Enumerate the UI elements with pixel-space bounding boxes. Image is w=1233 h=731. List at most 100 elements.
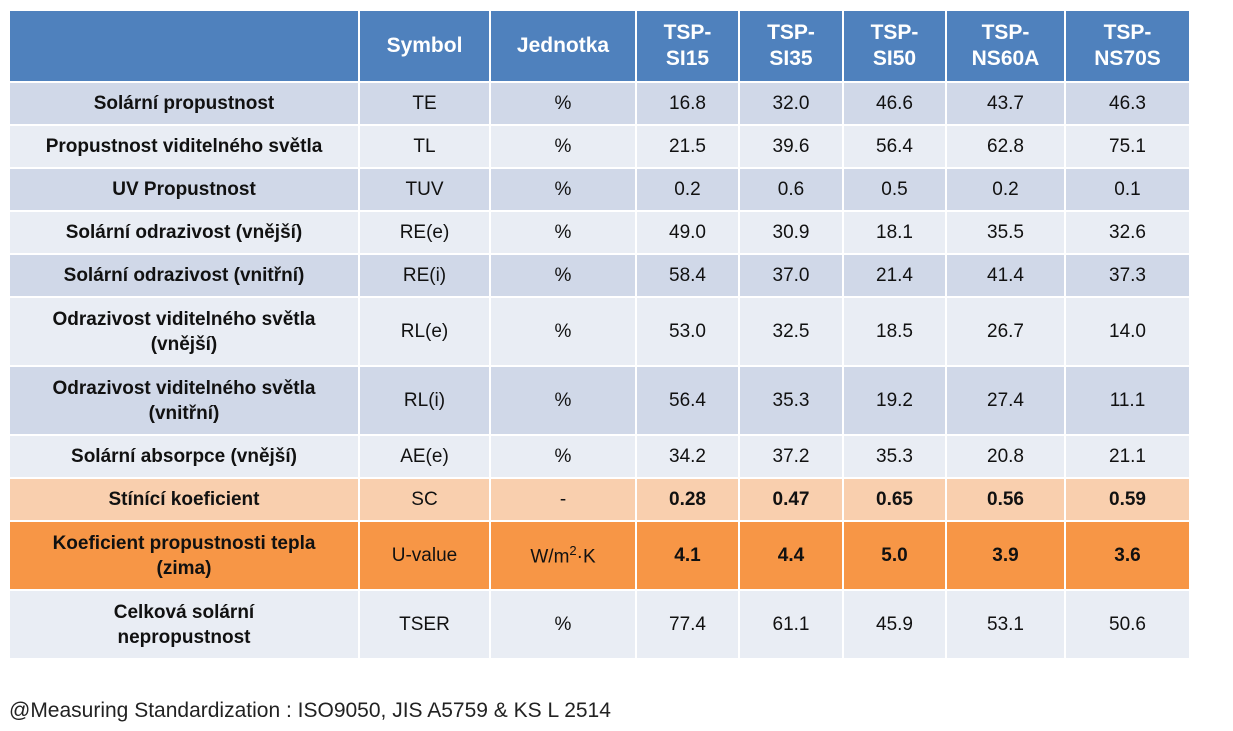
value-cell: 41.4 [947, 255, 1064, 296]
value-cell: 43.7 [947, 83, 1064, 124]
row-unit: W/m2·K [491, 522, 635, 589]
value-cell: 35.3 [740, 367, 842, 434]
value-cell: 34.2 [637, 436, 738, 477]
value-cell: 0.65 [844, 479, 945, 520]
row-unit: % [491, 126, 635, 167]
value-cell: 14.0 [1066, 298, 1189, 365]
value-cell: 0.28 [637, 479, 738, 520]
table-row: UV Propustnost TUV % 0.2 0.6 0.5 0.2 0.1 [10, 169, 1189, 210]
row-label: UV Propustnost [10, 169, 358, 210]
row-unit: - [491, 479, 635, 520]
value-cell: 35.5 [947, 212, 1064, 253]
table-row: Solární propustnost TE % 16.8 32.0 46.6 … [10, 83, 1189, 124]
header-tsp-si50: TSP- SI50 [844, 11, 945, 81]
value-cell: 49.0 [637, 212, 738, 253]
value-cell: 4.4 [740, 522, 842, 589]
row-label: Solární propustnost [10, 83, 358, 124]
header-empty [10, 11, 358, 81]
value-cell: 32.6 [1066, 212, 1189, 253]
value-cell: 21.5 [637, 126, 738, 167]
row-unit: % [491, 591, 635, 658]
row-label: Odrazivost viditelného světla (vnější) [10, 298, 358, 365]
row-label: Propustnost viditelného světla [10, 126, 358, 167]
row-symbol: AE(e) [360, 436, 489, 477]
row-unit: % [491, 212, 635, 253]
value-cell: 37.2 [740, 436, 842, 477]
value-cell: 50.6 [1066, 591, 1189, 658]
row-unit: % [491, 298, 635, 365]
row-label: Solární odrazivost (vnitřní) [10, 255, 358, 296]
value-cell: 37.3 [1066, 255, 1189, 296]
value-cell: 5.0 [844, 522, 945, 589]
table-row: Celková solární nepropustnost TSER % 77.… [10, 591, 1189, 658]
table-row: Solární absorpce (vnější) AE(e) % 34.2 3… [10, 436, 1189, 477]
value-cell: 39.6 [740, 126, 842, 167]
measuring-standard-footnote: @Measuring Standardization : ISO9050, JI… [9, 699, 611, 722]
value-cell: 45.9 [844, 591, 945, 658]
row-label: Odrazivost viditelného světla (vnitřní) [10, 367, 358, 434]
value-cell: 3.9 [947, 522, 1064, 589]
value-cell: 62.8 [947, 126, 1064, 167]
value-cell: 0.59 [1066, 479, 1189, 520]
value-cell: 20.8 [947, 436, 1064, 477]
value-cell: 53.1 [947, 591, 1064, 658]
row-symbol: TSER [360, 591, 489, 658]
row-label: Solární absorpce (vnější) [10, 436, 358, 477]
value-cell: 26.7 [947, 298, 1064, 365]
value-cell: 0.2 [947, 169, 1064, 210]
row-symbol: SC [360, 479, 489, 520]
value-cell: 32.5 [740, 298, 842, 365]
value-cell: 0.5 [844, 169, 945, 210]
row-symbol: TL [360, 126, 489, 167]
row-symbol: TE [360, 83, 489, 124]
value-cell: 58.4 [637, 255, 738, 296]
table-row: Odrazivost viditelného světla (vnější) R… [10, 298, 1189, 365]
header-symbol: Symbol [360, 11, 489, 81]
table-row: Solární odrazivost (vnitřní) RE(i) % 58.… [10, 255, 1189, 296]
table-row: Propustnost viditelného světla TL % 21.5… [10, 126, 1189, 167]
row-symbol: RE(e) [360, 212, 489, 253]
value-cell: 19.2 [844, 367, 945, 434]
spec-table: Symbol Jednotka TSP- SI15 TSP- SI35 TSP-… [8, 9, 1191, 660]
row-symbol: RE(i) [360, 255, 489, 296]
value-cell: 0.6 [740, 169, 842, 210]
row-unit: % [491, 255, 635, 296]
value-cell: 75.1 [1066, 126, 1189, 167]
row-symbol: TUV [360, 169, 489, 210]
value-cell: 11.1 [1066, 367, 1189, 434]
value-cell: 0.1 [1066, 169, 1189, 210]
value-cell: 61.1 [740, 591, 842, 658]
table-row-uvalue: Koeficient propustnosti tepla (zima) U-v… [10, 522, 1189, 589]
value-cell: 46.3 [1066, 83, 1189, 124]
row-unit: % [491, 367, 635, 434]
value-cell: 32.0 [740, 83, 842, 124]
value-cell: 56.4 [844, 126, 945, 167]
row-unit: % [491, 169, 635, 210]
value-cell: 21.1 [1066, 436, 1189, 477]
table-row-sc: Stínící koeficient SC - 0.28 0.47 0.65 0… [10, 479, 1189, 520]
header-tsp-si35: TSP- SI35 [740, 11, 842, 81]
value-cell: 0.56 [947, 479, 1064, 520]
row-label: Stínící koeficient [10, 479, 358, 520]
row-label: Koeficient propustnosti tepla (zima) [10, 522, 358, 589]
header-tsp-ns60a: TSP- NS60A [947, 11, 1064, 81]
value-cell: 46.6 [844, 83, 945, 124]
value-cell: 53.0 [637, 298, 738, 365]
row-unit: % [491, 83, 635, 124]
value-cell: 16.8 [637, 83, 738, 124]
value-cell: 4.1 [637, 522, 738, 589]
value-cell: 35.3 [844, 436, 945, 477]
value-cell: 0.2 [637, 169, 738, 210]
value-cell: 0.47 [740, 479, 842, 520]
value-cell: 56.4 [637, 367, 738, 434]
value-cell: 18.1 [844, 212, 945, 253]
header-tsp-ns70s: TSP- NS70S [1066, 11, 1189, 81]
table-row: Solární odrazivost (vnější) RE(e) % 49.0… [10, 212, 1189, 253]
row-unit: % [491, 436, 635, 477]
value-cell: 77.4 [637, 591, 738, 658]
value-cell: 27.4 [947, 367, 1064, 434]
header-tsp-si15: TSP- SI15 [637, 11, 738, 81]
header-unit: Jednotka [491, 11, 635, 81]
value-cell: 37.0 [740, 255, 842, 296]
value-cell: 30.9 [740, 212, 842, 253]
